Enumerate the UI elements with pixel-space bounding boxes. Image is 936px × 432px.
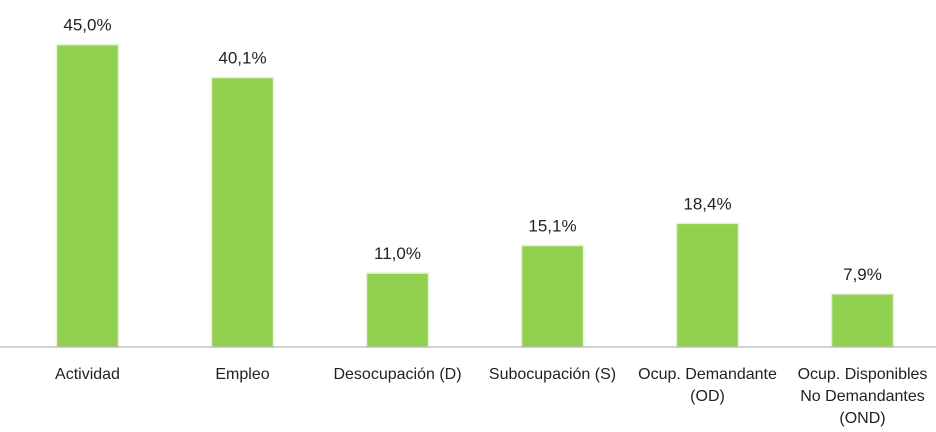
bar [830,293,895,348]
data-label: 11,0% [374,244,421,263]
x-tick-label: Ocup. Disponibles No Demandantes (OND) [797,366,928,427]
bar [520,244,585,348]
bar [675,222,740,348]
data-label: 7,9% [843,265,882,284]
data-label: 45,0% [63,16,111,35]
x-tick-label: Subocupación (S) [488,366,617,383]
bar [55,43,120,348]
x-tick-label: Empleo [215,366,270,383]
x-tick-label: Actividad [55,366,120,383]
data-label: 40,1% [218,49,266,68]
x-tick-label: Desocupación (D) [333,366,462,383]
bar [210,76,275,348]
data-label: 15,1% [528,217,576,236]
x-tick-label: Ocup. Demandante (OD) [638,366,777,405]
bar [365,272,430,348]
data-label: 18,4% [683,194,731,213]
